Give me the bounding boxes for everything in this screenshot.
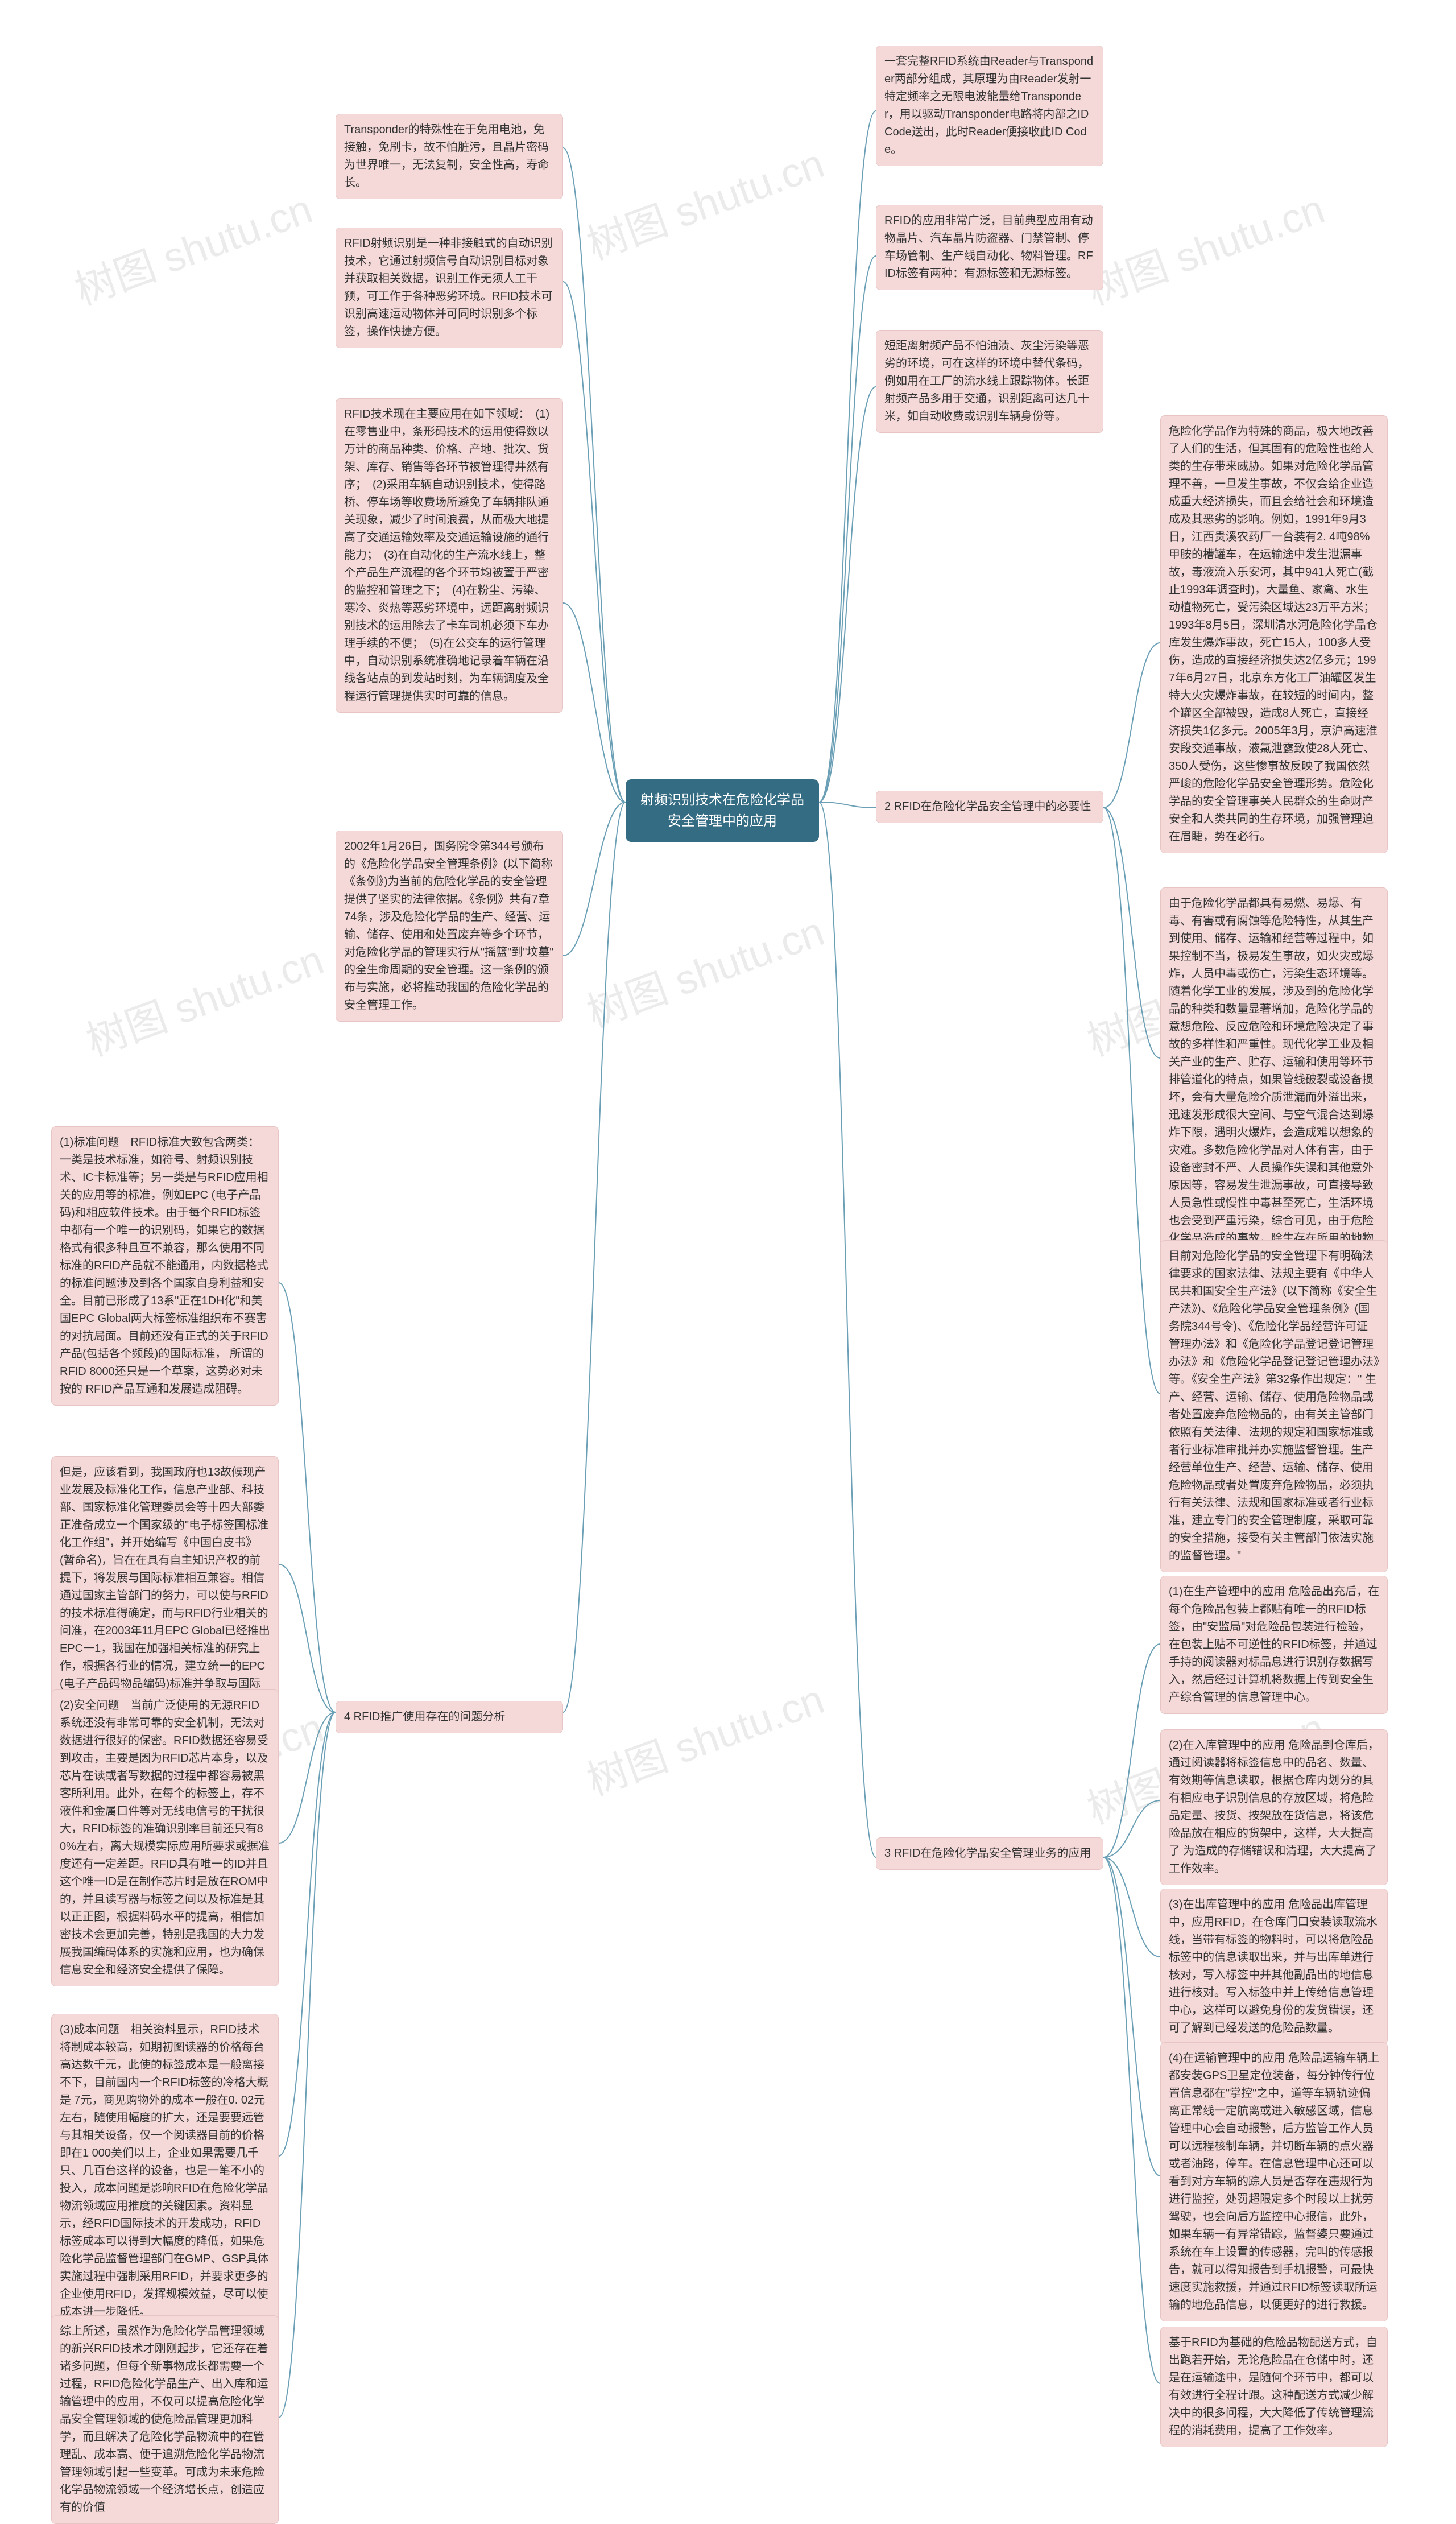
watermark: 树图 shutu.cn: [65, 176, 319, 317]
right-branch-2-title: 2 RFID在危险化学品安全管理中的必要性: [876, 791, 1103, 823]
right-branch-2-child-0: 危险化学品作为特殊的商品，极大地改善了人们的生活，但其固有的危险性也给人类的生存…: [1160, 415, 1388, 853]
left-branch-4-child-3: (3)成本问题 相关资料显示，RFID技术将制成本较高，如期初图读器的价格每台高…: [51, 2014, 279, 2328]
left-branch-4-child-2: (2)安全问题 当前广泛使用的无源RFID系统还没有非常可靠的安全机制，无法对数…: [51, 1689, 279, 1986]
root-node: 射频识别技术在危险化学品安全管理中的应用: [626, 779, 819, 842]
right-branch-2-child-2: 目前对危险化学品的安全管理下有明确法律要求的国家法律、法规主要有《中华人民共和国…: [1160, 1240, 1388, 1572]
right-branch-3-child-2: (3)在出库管理中的应用 危险品出库管理中，应用RFID，在仓库门口安装读取流水…: [1160, 1889, 1388, 2044]
right-branch-3-child-4: 基于RFID为基础的危险品物配送方式，自出跑若开始，无论危险品在仓储中时，还是在…: [1160, 2327, 1388, 2447]
right-branch-3-child-0: (1)在生产管理中的应用 危险品出充后，在每个危险品包装上都贴有唯一的RFID标…: [1160, 1576, 1388, 1714]
left-node-transponder: Transponder的特殊性在于免用电池，免接触，免刷卡，故不怕脏污，且晶片密…: [336, 114, 563, 199]
left-node-rfid-intro: RFID射频识别是一种非接触式的自动识别技术，它通过射频信号自动识别目标对象并获…: [336, 228, 563, 348]
left-branch-4-child-4: 综上所述，虽然作为危险化学品管理领域的新兴RFID技术才刚刚起步，它还存在着诸多…: [51, 2315, 279, 2524]
watermark: 树图 shutu.cn: [1078, 176, 1331, 317]
watermark: 树图 shutu.cn: [577, 130, 831, 271]
watermark: 树图 shutu.cn: [577, 898, 831, 1039]
watermark: 树图 shutu.cn: [577, 1666, 831, 1807]
watermark: 树图 shutu.cn: [77, 927, 330, 1068]
right-node-system: 一套完整RFID系统由Reader与Transponder两部分组成，其原理为由…: [876, 46, 1103, 166]
left-branch-4-child-0: (1)标准问题 RFID标准大致包含两类：一类是技术标准，如符号、射频识别技术、…: [51, 1126, 279, 1406]
right-branch-3-child-1: (2)在入库管理中的应用 危险品到仓库后，通过阅读器将标签信息中的品名、数量、有…: [1160, 1729, 1388, 1885]
right-node-applications: RFID的应用非常广泛，目前典型应用有动物晶片、汽车晶片防盗器、门禁管制、停车场…: [876, 205, 1103, 290]
left-branch-4-child-1: 但是，应该看到，我国政府也13故候现产业发展及标准化工作，信息产业部、科技部、国…: [51, 1456, 279, 1718]
right-branch-3-child-3: (4)在运输管理中的应用 危险品运输车辆上都安装GPS卫星定位装备，每分钟传行位…: [1160, 2042, 1388, 2321]
right-node-short-range: 短距离射频产品不怕油渍、灰尘污染等恶劣的环境，可在这样的环境中替代条码，例如用在…: [876, 330, 1103, 433]
left-branch-4-title: 4 RFID推广使用存在的问题分析: [336, 1701, 563, 1733]
right-branch-3-title: 3 RFID在危险化学品安全管理业务的应用: [876, 1837, 1103, 1870]
left-node-rfid-apps: RFID技术现在主要应用在如下领域： (1)在零售业中，条形码技术的运用使得数以…: [336, 398, 563, 713]
left-node-regulation: 2002年1月26日，国务院令第344号颁布的《危险化学品安全管理条例》(以下简…: [336, 831, 563, 1022]
